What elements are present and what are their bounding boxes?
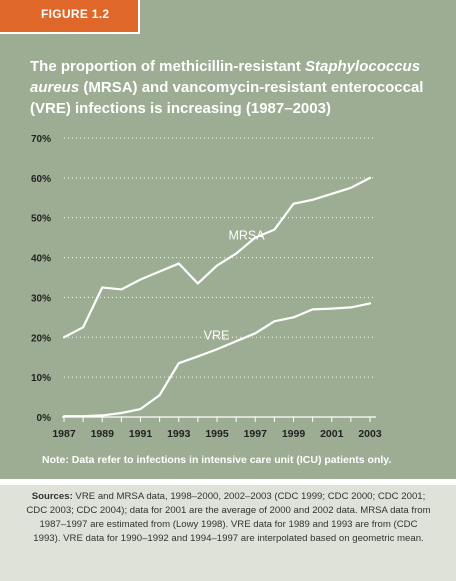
x-tick-label: 1991 [129, 428, 153, 440]
chart-title: The proportion of methicillin-resistant … [30, 56, 430, 119]
series-label-vre: VRE [204, 328, 230, 342]
x-tick-label: 1997 [244, 428, 268, 440]
y-tick-label: 50% [31, 214, 51, 225]
divider [0, 479, 456, 485]
x-tick-label: 2003 [358, 428, 382, 440]
chart-panel [0, 0, 456, 479]
y-tick-label: 40% [31, 254, 51, 265]
sources-text: Sources: VRE and MRSA data, 1998–2000, 2… [26, 490, 431, 546]
y-tick-label: 20% [31, 333, 51, 344]
y-tick-label: 0% [37, 413, 52, 424]
title-part-2: (MRSA) and vancomycin-resistant enteroco… [30, 79, 424, 117]
series-label-mrsa: MRSA [228, 229, 265, 243]
series-line-vre [62, 302, 372, 418]
x-tick-label: 2001 [320, 428, 344, 440]
sources-body: VRE and MRSA data, 1998–2000, 2002–2003 … [26, 491, 431, 544]
chart-note: Note: Data refer to infections in intens… [42, 454, 392, 466]
y-tick-label: 70% [31, 134, 51, 145]
x-tick-label: 1993 [167, 428, 191, 440]
y-tick-label: 10% [31, 373, 51, 384]
sources-box: Sources: VRE and MRSA data, 1998–2000, 2… [0, 485, 456, 581]
line-chart: 0% 10% 20% 30% 40% 50% 60% 70% 1987 1989 1991 1993 1… [31, 134, 382, 440]
y-tick-label: 30% [31, 293, 51, 304]
title-part-1: The proportion of methicillin-resistant [30, 58, 306, 75]
title-italic: Staphylococcus aureus [30, 58, 421, 96]
figure-tab: FIGURE 1.2 [0, 0, 140, 34]
figure-label: FIGURE 1.2 [41, 7, 110, 21]
y-tick-label: 60% [31, 174, 51, 185]
x-tick-label: 1987 [52, 428, 76, 440]
x-tick-label: 1989 [91, 428, 115, 440]
x-tick-label: 1995 [205, 428, 229, 440]
series-line-mrsa [62, 176, 372, 339]
x-tick-label: 1999 [282, 428, 306, 440]
sources-label: Sources: [31, 491, 73, 502]
